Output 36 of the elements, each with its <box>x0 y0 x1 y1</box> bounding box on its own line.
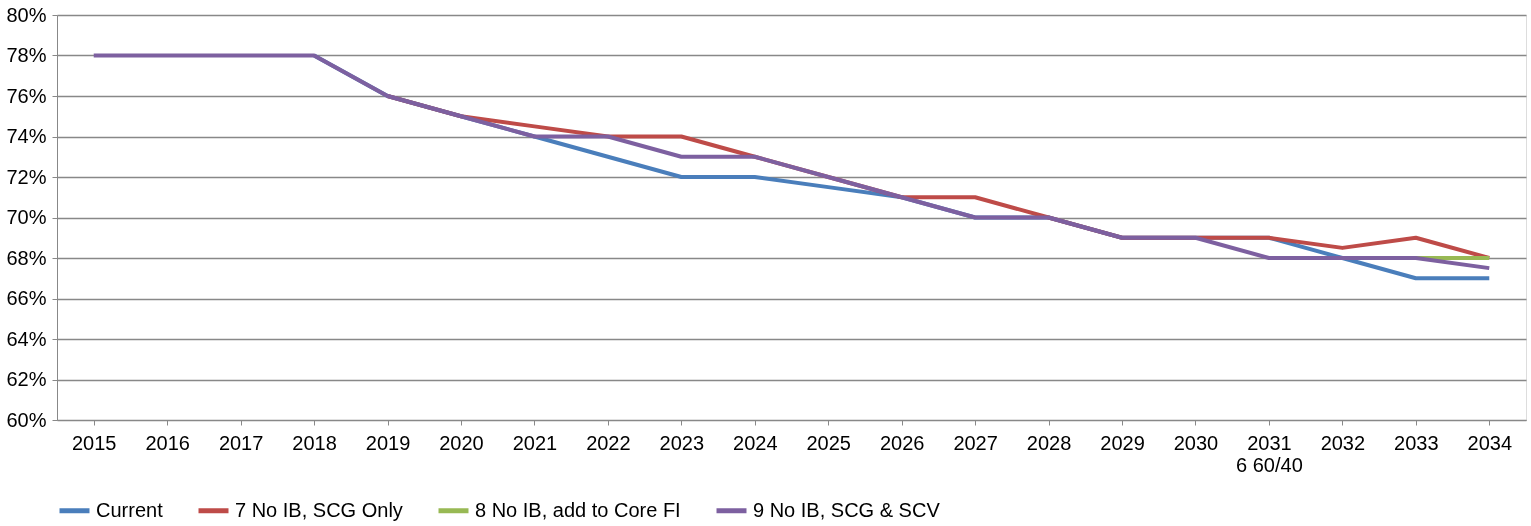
y-tick-label: 64% <box>6 327 47 350</box>
x-tick-label: 2032 <box>1320 431 1366 454</box>
y-tick-label: 62% <box>6 368 47 390</box>
legend-label: 9 No IB, SCG & SCV <box>753 498 941 521</box>
y-tick-label: 76% <box>6 84 47 107</box>
x-tick-label: 2027 <box>953 431 998 454</box>
x-tick-label: 2025 <box>806 431 851 454</box>
y-tick-label: 78% <box>6 44 47 66</box>
legend-label: Current <box>96 498 164 521</box>
x-tick-label: 2024 <box>733 431 778 454</box>
x-tick-label: 2017 <box>218 431 264 454</box>
x-tick-label: 2018 <box>292 431 337 454</box>
y-tick-label: 68% <box>6 246 47 269</box>
x-tick-label: 2022 <box>586 431 631 454</box>
x-tick-label: 2029 <box>1100 431 1145 454</box>
x-tick-label: 2020 <box>439 431 484 454</box>
line-series <box>91 53 1492 271</box>
y-tick-label: 80% <box>6 3 47 26</box>
x-tick-label: 2016 <box>145 431 190 454</box>
x-tick-label: 2031 6 60/40 <box>1236 431 1303 476</box>
y-tick-label: 70% <box>6 206 47 228</box>
x-tick-label: 2015 <box>71 431 117 454</box>
x-tick-label: 2028 <box>1026 431 1072 454</box>
x-tick-label: 2030 <box>1173 431 1219 454</box>
y-tick-label: 60% <box>6 408 47 431</box>
x-tick-label: 2023 <box>659 431 705 454</box>
legend-label: 8 No IB, add to Core FI <box>475 498 681 521</box>
x-tick-label: 2034 <box>1467 431 1513 454</box>
y-tick-label: 74% <box>6 125 47 147</box>
x-tick-label: 2021 <box>512 431 558 454</box>
y-tick-label: 66% <box>6 287 47 309</box>
y-tick-label: 72% <box>6 165 47 188</box>
x-tick-label: 2019 <box>365 431 411 454</box>
legend-label: 7 No IB, SCG Only <box>235 498 403 521</box>
x-tick-label: 2026 <box>879 431 925 454</box>
x-tick-label: 2033 <box>1394 431 1439 454</box>
